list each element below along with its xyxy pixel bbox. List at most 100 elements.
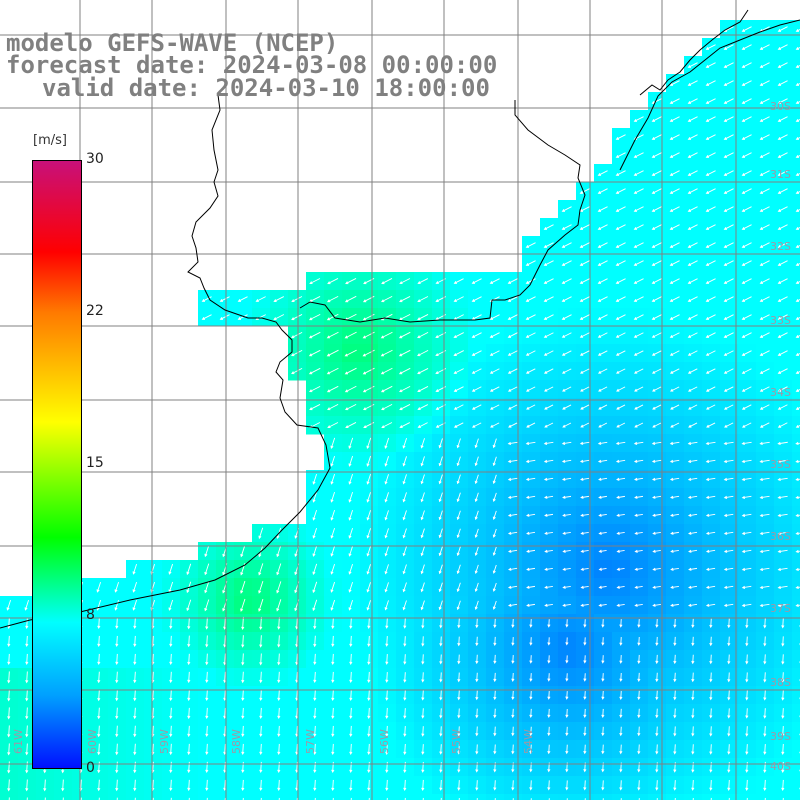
wind-arrow: [562, 495, 572, 499]
wind-arrow: [438, 600, 443, 611]
wind-speed-cell: [684, 794, 703, 800]
wind-arrow: [579, 260, 590, 266]
wind-speed-cell: [540, 794, 559, 800]
wind-arrow: [507, 477, 518, 481]
wind-arrow: [669, 80, 680, 86]
wind-arrow: [492, 438, 497, 449]
wind-arrow: [781, 636, 785, 647]
wind-arrow: [705, 513, 716, 517]
wind-speed-cell: [774, 794, 793, 800]
wind-arrow: [259, 779, 263, 792]
wind-arrow: [7, 617, 11, 630]
wind-arrow: [384, 546, 389, 557]
wind-arrow: [723, 549, 734, 553]
wind-arrow: [615, 296, 626, 302]
wind-arrow: [489, 404, 500, 410]
wind-arrow: [763, 744, 767, 755]
wind-arrow: [565, 744, 569, 755]
wind-arrow: [598, 404, 608, 410]
wind-arrow: [651, 350, 662, 356]
wind-speed-cell: [324, 794, 343, 800]
wind-arrow: [312, 545, 318, 557]
wind-arrow: [348, 582, 354, 593]
wind-arrow: [597, 206, 608, 212]
wind-arrow: [420, 510, 425, 521]
wind-arrow: [402, 546, 407, 557]
wind-arrow: [492, 456, 497, 467]
wind-arrow: [562, 603, 571, 607]
wind-arrow: [439, 744, 443, 755]
wind-arrow: [237, 314, 248, 320]
wind-arrow: [526, 567, 536, 571]
wind-speed-cell: [792, 290, 800, 309]
wind-arrow: [655, 708, 659, 719]
wind-speed-cell: [450, 794, 469, 800]
wind-arrow: [384, 456, 389, 467]
wind-arrow: [525, 242, 536, 248]
wind-arrow: [562, 404, 572, 410]
wind-arrow: [291, 349, 303, 357]
wind-arrow: [727, 726, 731, 737]
wind-arrow: [97, 671, 101, 684]
wind-arrow: [345, 278, 357, 285]
wind-arrow: [384, 437, 390, 449]
wind-arrow: [777, 62, 788, 68]
wind-arrow: [259, 707, 263, 720]
wind-arrow: [385, 636, 389, 647]
wind-arrow: [327, 422, 339, 429]
wind-arrow: [187, 689, 191, 702]
wind-arrow: [240, 598, 246, 612]
wind-arrow: [745, 654, 749, 665]
wind-arrow: [579, 278, 590, 284]
wind-arrow: [777, 585, 788, 589]
wind-arrow: [565, 637, 569, 646]
wind-arrow: [619, 655, 623, 664]
wind-arrow: [380, 331, 393, 339]
wind-arrow: [313, 743, 317, 756]
wind-arrow: [187, 707, 191, 720]
wind-arrow: [795, 406, 800, 410]
wind-arrow: [795, 64, 800, 68]
wind-arrow: [457, 690, 461, 701]
wind-arrow: [475, 636, 479, 647]
wind-arrow: [669, 242, 680, 248]
wind-arrow: [687, 260, 698, 266]
wind-arrow: [741, 44, 752, 50]
wind-arrow: [381, 422, 393, 429]
wind-arrow: [326, 349, 339, 357]
wind-arrow: [688, 567, 698, 571]
wind-arrow: [741, 386, 752, 392]
wind-arrow: [705, 260, 716, 266]
wind-arrow: [759, 332, 770, 338]
lat-label: 30S: [770, 100, 791, 113]
wind-speed-cell: [18, 794, 37, 800]
wind-arrow: [367, 653, 371, 666]
wind-arrow: [633, 459, 644, 463]
wind-speed-cell: [792, 614, 800, 633]
wind-arrow: [186, 599, 192, 612]
wind-arrow: [759, 296, 770, 302]
wind-arrow: [313, 635, 317, 648]
wind-arrow: [688, 422, 698, 428]
wind-arrow: [777, 314, 788, 320]
wind-arrow: [687, 224, 698, 230]
wind-arrow: [114, 600, 120, 611]
wind-arrow: [687, 368, 698, 374]
wind-arrow: [417, 349, 429, 357]
wind-arrow: [795, 603, 800, 608]
wind-arrow: [777, 441, 788, 446]
wind-arrow: [330, 599, 336, 611]
wind-arrow: [616, 495, 625, 499]
wind-arrow: [795, 334, 800, 338]
wind-arrow: [492, 528, 497, 538]
wind-arrow: [471, 350, 482, 356]
wind-arrow: [330, 510, 336, 521]
wind-arrow: [529, 655, 533, 664]
wind-arrow: [97, 725, 101, 738]
wind-arrow: [507, 278, 518, 284]
wind-arrow: [277, 779, 281, 792]
wind-arrow: [97, 743, 101, 756]
wind-arrow: [705, 368, 716, 374]
wind-arrow: [417, 368, 429, 375]
wind-arrow: [456, 582, 461, 593]
